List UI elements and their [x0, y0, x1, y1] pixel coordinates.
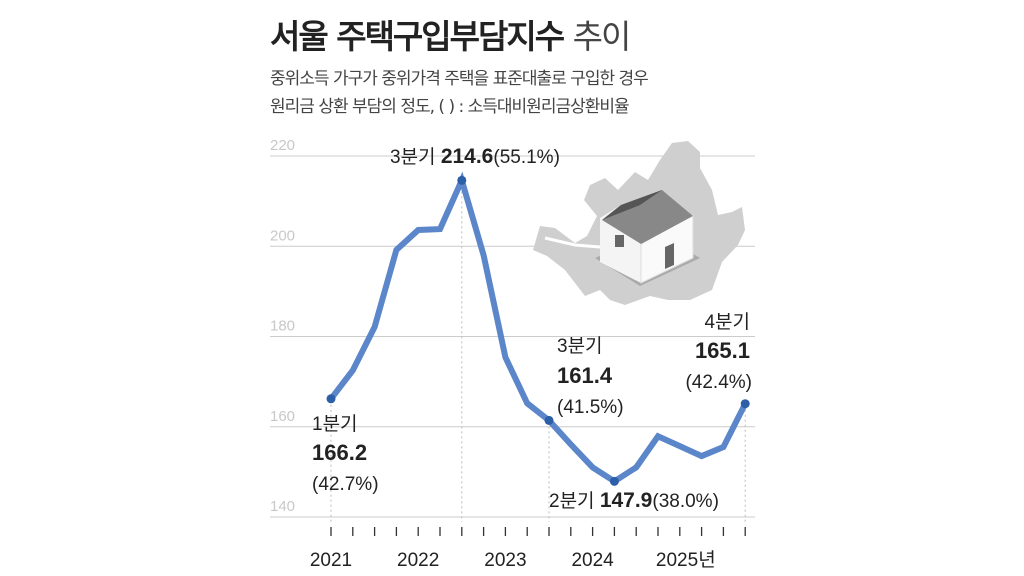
annotation-trough: 2분기 147.9(38.0%)	[549, 489, 719, 512]
annotation-ratio: (55.1%)	[493, 147, 560, 168]
data-point	[544, 415, 554, 425]
annotation-value: 166.2	[312, 440, 367, 465]
x-year-label: 2022	[397, 550, 439, 571]
house-door	[665, 243, 674, 269]
x-year-label: 2021	[310, 550, 352, 571]
annotation-value: 161.4	[557, 363, 613, 388]
annotation-quarter: 4분기	[704, 311, 750, 333]
y-tick-label: 180	[270, 318, 295, 335]
data-point	[457, 175, 467, 185]
annotation-ratio: (42.7%)	[312, 474, 379, 495]
seoul-map-illustration	[533, 141, 745, 305]
data-point	[326, 394, 336, 404]
annotation-quarter: 1분기	[312, 413, 358, 435]
annotation-value: 147.9	[600, 489, 653, 512]
annotation-value: 214.6	[441, 145, 494, 168]
map-river	[544, 236, 601, 249]
data-point	[740, 399, 750, 409]
title-light: 추이	[572, 17, 632, 56]
annotation-quarter: 3분기	[390, 146, 441, 168]
annotation-ratio: (38.0%)	[652, 491, 719, 512]
series-line	[328, 171, 748, 485]
y-tick-label: 140	[270, 498, 295, 515]
title-bold: 서울 주택구입부담지수	[270, 17, 565, 56]
subtitle-line1: 중위소득 가구가 중위가격 주택을 표준대출로 구입한 경우	[270, 69, 649, 89]
data-point	[609, 476, 619, 486]
annotation-ratio: (41.5%)	[557, 397, 624, 418]
x-year-label: 2025년	[656, 549, 716, 571]
chart-title: 서울 주택구입부담지수 추이	[270, 10, 632, 58]
x-year-label: 2023	[484, 550, 526, 571]
house-roof	[602, 190, 693, 244]
x-year-label: 2024	[571, 550, 614, 571]
y-tick-label: 200	[270, 227, 295, 244]
annotation-quarter: 2분기	[549, 490, 600, 512]
y-tick-label: 220	[270, 137, 295, 154]
house-window	[615, 235, 624, 247]
annotation-quarter: 3분기	[557, 335, 603, 357]
house-roof-dark	[602, 190, 662, 220]
annotation-value: 165.1	[695, 338, 750, 363]
annotation-peak: 3분기 214.6(55.1%)	[390, 145, 560, 168]
y-tick-label: 160	[270, 408, 295, 425]
annotation-ratio: (42.4%)	[685, 372, 752, 393]
subtitle-line2: 원리금 상환 부담의 정도, ( ) : 소득대비원리금상환비율	[270, 97, 630, 117]
